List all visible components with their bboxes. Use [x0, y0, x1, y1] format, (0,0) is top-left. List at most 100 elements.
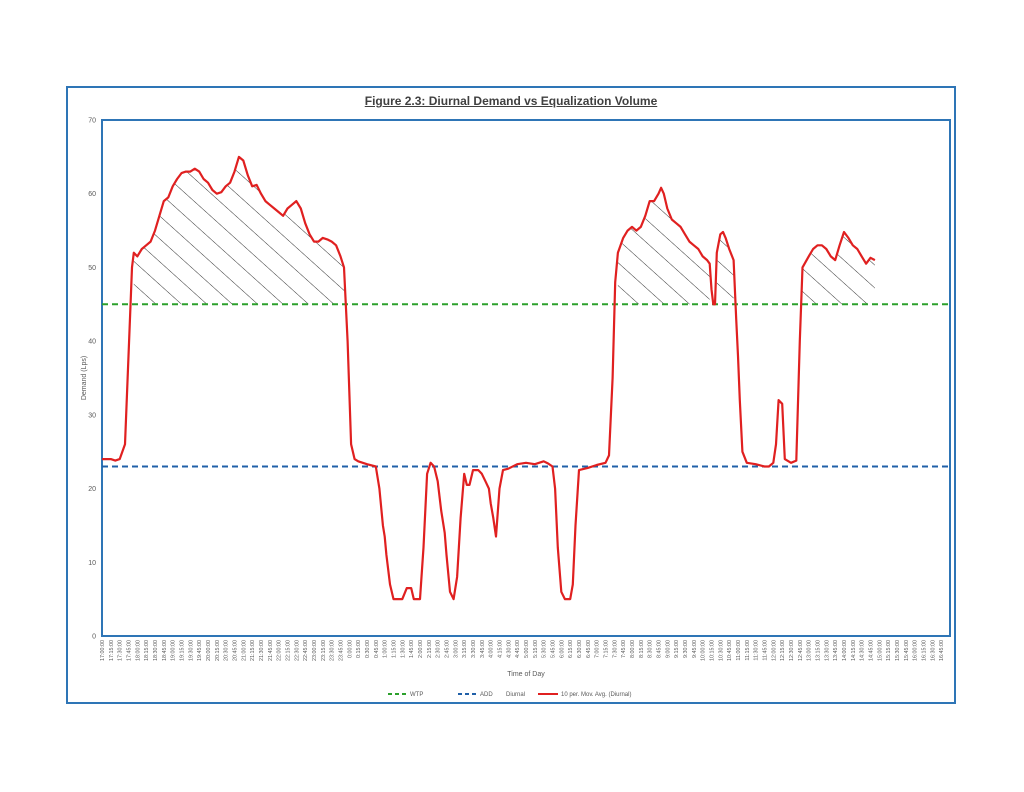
x-tick-label: 2:45:00 — [445, 640, 451, 658]
x-tick-label: 6:00:00 — [559, 640, 565, 658]
x-tick-label: 20:00:00 — [206, 640, 212, 661]
x-tick-label: 4:30:00 — [506, 640, 512, 658]
chart-plot: 0 10 20 30 40 50 60 70 17:00:00 17:15:00 17:30:00… — [81, 118, 951, 698]
x-tick-label: 14:00:00 — [842, 640, 848, 661]
x-tick-label: 0:30:00 — [365, 640, 371, 658]
x-axis-title: Time of Day — [507, 671, 545, 678]
y-tick-label: 0 — [92, 634, 96, 641]
y-tick-label: 20 — [88, 486, 96, 493]
x-tick-label: 6:15:00 — [568, 640, 574, 658]
x-tick-label: 11:30:00 — [754, 640, 760, 661]
x-tick-label: 8:00:00 — [630, 640, 636, 658]
x-tick-label: 15:30:00 — [895, 640, 901, 661]
x-tick-label: 1:30:00 — [400, 640, 406, 658]
x-tick-label: 7:00:00 — [595, 640, 601, 658]
x-tick-label: 4:15:00 — [498, 640, 504, 658]
x-tick-label: 19:15:00 — [180, 640, 186, 661]
x-tick-label: 7:15:00 — [604, 640, 610, 658]
x-tick-label: 16:45:00 — [939, 640, 945, 661]
legend-label-add: ADD — [480, 692, 493, 698]
x-tick-label: 1:45:00 — [409, 640, 415, 658]
x-tick-label: 9:45:00 — [692, 640, 698, 658]
x-tick-label: 16:15:00 — [922, 640, 928, 661]
x-tick-label: 20:30:00 — [224, 640, 230, 661]
x-tick-label: 18:30:00 — [153, 640, 159, 661]
x-tick-label: 8:30:00 — [648, 640, 654, 658]
legend-label-avg: 10 per. Mov. Avg. (Diurnal) — [561, 692, 631, 698]
x-tick-label: 21:00:00 — [241, 640, 247, 661]
x-tick-label: 14:30:00 — [860, 640, 866, 661]
x-tick-label: 22:15:00 — [286, 640, 292, 661]
x-tick-label: 13:15:00 — [816, 640, 822, 661]
x-tick-label: 7:30:00 — [612, 640, 618, 658]
x-tick-label: 3:15:00 — [462, 640, 468, 658]
x-tick-label: 3:30:00 — [471, 640, 477, 658]
y-tick-label: 40 — [88, 339, 96, 346]
x-tick-label: 11:45:00 — [763, 640, 769, 661]
x-tick-label: 2:15:00 — [427, 640, 433, 658]
x-tick-label: 10:00:00 — [701, 640, 707, 661]
hatch-region — [133, 156, 344, 305]
x-tick-label: 7:45:00 — [621, 640, 627, 658]
x-tick-label: 12:45:00 — [798, 640, 804, 661]
x-tick-label: 14:45:00 — [869, 640, 875, 661]
x-tick-label: 22:30:00 — [294, 640, 300, 661]
x-tick-label: 5:00:00 — [524, 640, 530, 658]
x-tick-label: 19:30:00 — [188, 640, 194, 661]
x-axis-ticks: 17:00:00 17:15:00 17:30:00 17:45:00 18:00:00… — [100, 640, 945, 661]
legend-label-wtp: WTP — [410, 692, 423, 698]
x-tick-label: 21:30:00 — [259, 640, 265, 661]
x-tick-label: 16:30:00 — [930, 640, 936, 661]
x-tick-label: 18:00:00 — [135, 640, 141, 661]
hatch-region — [617, 187, 710, 305]
x-tick-label: 12:00:00 — [771, 640, 777, 661]
x-tick-label: 18:45:00 — [162, 640, 168, 661]
x-tick-label: 23:30:00 — [330, 640, 336, 661]
x-tick-label: 18:15:00 — [144, 640, 150, 661]
x-tick-label: 21:45:00 — [268, 640, 274, 661]
y-axis-title: Demand (Lps) — [81, 356, 88, 400]
x-tick-label: 17:00:00 — [100, 640, 106, 661]
x-tick-label: 23:00:00 — [312, 640, 318, 661]
x-tick-label: 2:00:00 — [418, 640, 424, 658]
x-tick-label: 17:15:00 — [109, 640, 115, 661]
x-tick-label: 5:15:00 — [533, 640, 539, 658]
x-tick-label: 13:30:00 — [824, 640, 830, 661]
x-tick-label: 19:00:00 — [171, 640, 177, 661]
x-tick-label: 3:00:00 — [453, 640, 459, 658]
x-tick-label: 1:15:00 — [392, 640, 398, 658]
x-tick-label: 13:45:00 — [833, 640, 839, 661]
moving-average-line — [102, 155, 876, 601]
x-tick-label: 9:15:00 — [674, 640, 680, 658]
x-tick-label: 10:45:00 — [727, 640, 733, 661]
x-tick-label: 6:30:00 — [577, 640, 583, 658]
x-tick-label: 12:15:00 — [780, 640, 786, 661]
x-tick-label: 14:15:00 — [851, 640, 857, 661]
x-tick-label: 8:15:00 — [639, 640, 645, 658]
x-tick-label: 21:15:00 — [250, 640, 256, 661]
x-tick-label: 20:45:00 — [233, 640, 239, 661]
x-tick-label: 10:30:00 — [718, 640, 724, 661]
y-tick-label: 30 — [88, 412, 96, 419]
x-tick-label: 15:00:00 — [877, 640, 883, 661]
x-tick-label: 2:30:00 — [436, 640, 442, 658]
y-axis-ticks: 0 10 20 30 40 50 60 70 — [88, 118, 96, 641]
x-tick-label: 5:45:00 — [551, 640, 557, 658]
x-tick-label: 9:00:00 — [665, 640, 671, 658]
x-tick-label: 23:15:00 — [321, 640, 327, 661]
x-tick-label: 6:45:00 — [586, 640, 592, 658]
y-tick-label: 50 — [88, 265, 96, 272]
x-tick-label: 11:00:00 — [736, 640, 742, 661]
x-tick-label: 17:30:00 — [118, 640, 124, 661]
x-tick-label: 22:00:00 — [277, 640, 283, 661]
x-tick-label: 15:15:00 — [886, 640, 892, 661]
y-tick-label: 10 — [88, 560, 96, 567]
x-tick-label: 22:45:00 — [303, 640, 309, 661]
y-tick-label: 60 — [88, 191, 96, 198]
chart-title: Figure 2.3: Diurnal Demand vs Equalizati… — [364, 94, 658, 108]
x-tick-label: 5:30:00 — [542, 640, 548, 658]
x-tick-label: 4:45:00 — [515, 640, 521, 658]
x-tick-label: 0:00:00 — [347, 640, 353, 658]
x-tick-label: 15:45:00 — [904, 640, 910, 661]
x-tick-label: 3:45:00 — [480, 640, 486, 658]
